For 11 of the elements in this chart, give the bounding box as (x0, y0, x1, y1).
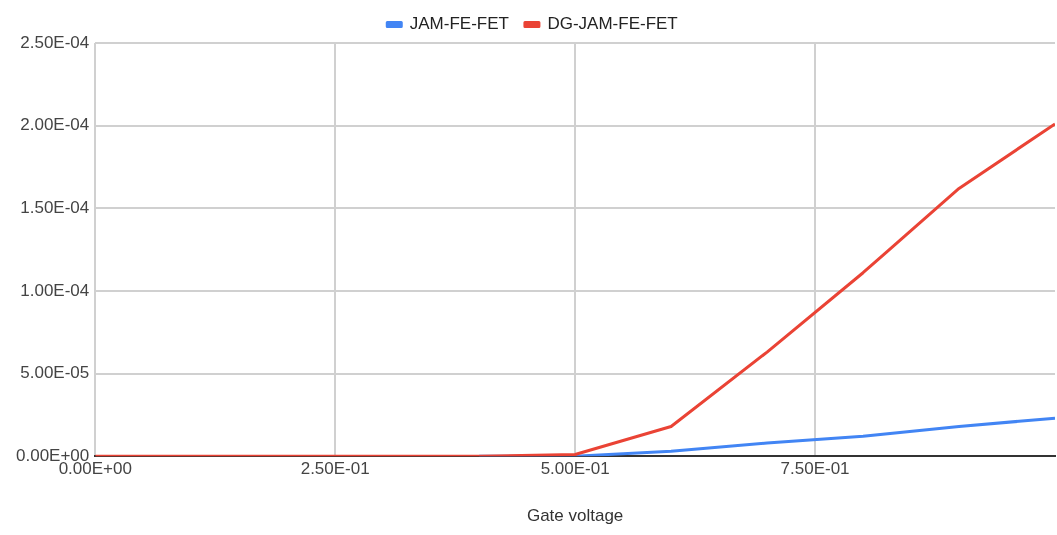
y-tick-label: 1.50E-04 (20, 197, 90, 217)
y-tick-label: 1.00E-04 (20, 280, 90, 300)
x-tick-label: 7.50E-01 (780, 459, 850, 479)
legend-label: JAM-FE-FET (409, 14, 509, 34)
y-tick-label: 5.00E-05 (20, 363, 90, 383)
y-tick-label: 2.50E-04 (20, 32, 90, 52)
y-tick-label: 2.00E-04 (20, 115, 90, 135)
legend-label: DG-JAM-FE-FET (547, 14, 678, 34)
x-tick-label: 5.00E-01 (540, 459, 610, 479)
x-tick-label: 2.50E-01 (300, 459, 370, 479)
x-axis-title: Gate voltage (526, 506, 624, 526)
